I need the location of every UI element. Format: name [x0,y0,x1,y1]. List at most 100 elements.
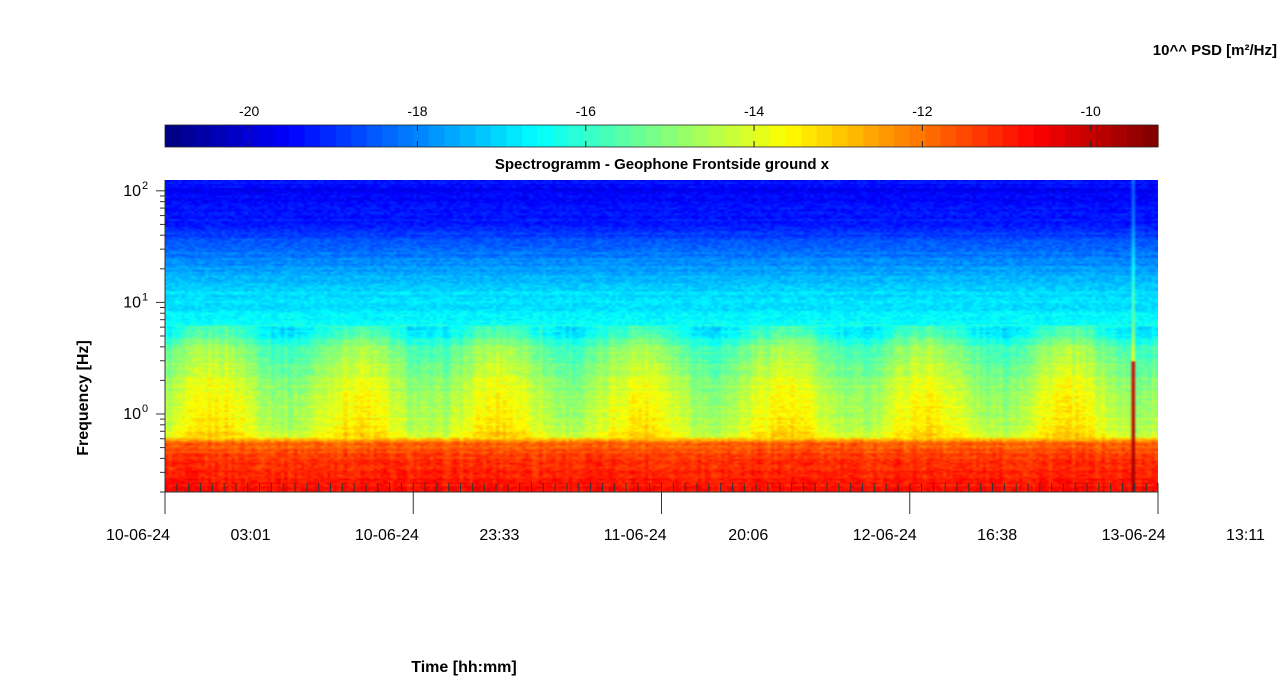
colorbar-segment [413,125,430,147]
colorbar-segment [382,125,399,147]
y-tick-exponent: 1 [142,291,148,303]
x-tick-label: 10-06-24 [355,527,419,544]
x-tick-label: 13:11 [1226,527,1265,544]
colorbar-segment [661,125,678,147]
x-tick-label: 20:06 [728,527,768,544]
colorbar-segment [847,125,864,147]
colorbar-segment [273,125,290,147]
spectrogram-heatmap [165,180,1158,492]
colorbar-tick-label: -18 [407,103,427,119]
colorbar-segment [552,125,570,147]
x-axis-label: Time [hh:mm] [411,659,516,676]
colorbar-segment [1018,125,1035,147]
colorbar: -20 -18 -16 -14 -12 -10 [164,103,1159,148]
colorbar-segment [583,125,601,147]
colorbar-segment [1095,125,1113,147]
colorbar-segment [366,125,383,147]
colorbar-segment [739,125,756,147]
colorbar-segment [490,125,507,147]
colorbar-tick-label: -10 [1081,103,1101,119]
colorbar-segment [568,125,585,147]
colorbar-segment [459,125,476,147]
colorbar-segment [289,125,306,147]
x-tick-label: 12-06-24 [853,527,917,544]
colorbar-segment [506,125,523,147]
y-tick-exponent: 0 [142,403,148,415]
colorbar-segment [956,125,973,147]
colorbar-segment [1064,125,1082,147]
colorbar-segment [723,125,740,147]
colorbar-segment [428,125,445,147]
colorbar-segment [258,125,275,147]
x-tick-label: 23:33 [479,527,519,544]
colorbar-segment [397,125,414,147]
x-tick-label: 03:01 [230,527,270,544]
heatmap-cells [165,180,1158,492]
colorbar-segment [1002,125,1019,147]
colorbar-label: 10^^ PSD [m²/Hz] [1153,42,1277,59]
colorbar-segment [320,125,337,147]
colorbar-tick-label: -14 [744,103,764,119]
x-axis: 10-06-24 03:01 10-06-24 23:33 11-06-24 20:06 1… [106,483,1265,544]
colorbar-segment [940,125,957,147]
x-tick-label: 13-06-24 [1102,527,1166,544]
colorbar-segment [645,125,663,147]
colorbar-segment [242,125,259,147]
colorbar-segment [909,125,926,147]
colorbar-segment [863,125,880,147]
colorbar-segment [444,125,461,147]
colorbar-segment [1033,125,1050,147]
x-tick-label: 10-06-24 [106,527,170,544]
colorbar-tick-label: -20 [239,103,259,119]
y-tick-exponent: 2 [142,180,148,192]
y-tick-label: 10 [123,406,141,423]
colorbar-ticks: -20 -18 -16 -14 -12 -10 [239,103,1101,147]
colorbar-segment [196,125,213,147]
colorbar-segment [894,125,911,147]
colorbar-segment [1111,125,1128,147]
colorbar-segment [599,125,616,147]
colorbar-segment [475,125,492,147]
colorbar-segment [1049,125,1066,147]
x-tick-label: 11-06-24 [604,527,667,544]
colorbar-segment [692,125,709,147]
colorbar-segment [335,125,352,147]
colorbar-gradient [165,125,1159,147]
colorbar-tick-label: -12 [912,103,932,119]
colorbar-segment [801,125,818,147]
colorbar-segment [878,125,895,147]
x-tick-label: 16:38 [977,527,1017,544]
colorbar-segment [630,125,647,147]
colorbar-segment [1080,125,1097,147]
colorbar-segment [351,125,368,147]
colorbar-segment [165,125,182,147]
colorbar-segment [754,125,771,147]
colorbar-segment [987,125,1004,147]
colorbar-segment [537,125,554,147]
colorbar-segment [971,125,988,147]
y-axis-label: Frequency [Hz] [75,340,92,456]
colorbar-segment [925,125,942,147]
colorbar-segment [1126,125,1144,147]
y-tick-label: 10 [123,183,141,200]
colorbar-segment [227,125,244,147]
colorbar-tick-label: -16 [576,103,596,119]
chart-title: Spectrogramm - Geophone Frontside ground… [495,156,830,173]
colorbar-segment [816,125,833,147]
colorbar-segment [770,125,787,147]
colorbar-segment [708,125,725,147]
colorbar-segment [1142,125,1159,147]
colorbar-segment [304,125,321,147]
colorbar-segment [521,125,538,147]
colorbar-segment [211,125,228,147]
colorbar-frame [164,124,1159,148]
colorbar-segment [832,125,849,147]
colorbar-segment [614,125,632,147]
colorbar-segment [785,125,802,147]
colorbar-segment [677,125,694,147]
y-tick-label: 10 [123,294,141,311]
colorbar-segment [180,125,197,147]
